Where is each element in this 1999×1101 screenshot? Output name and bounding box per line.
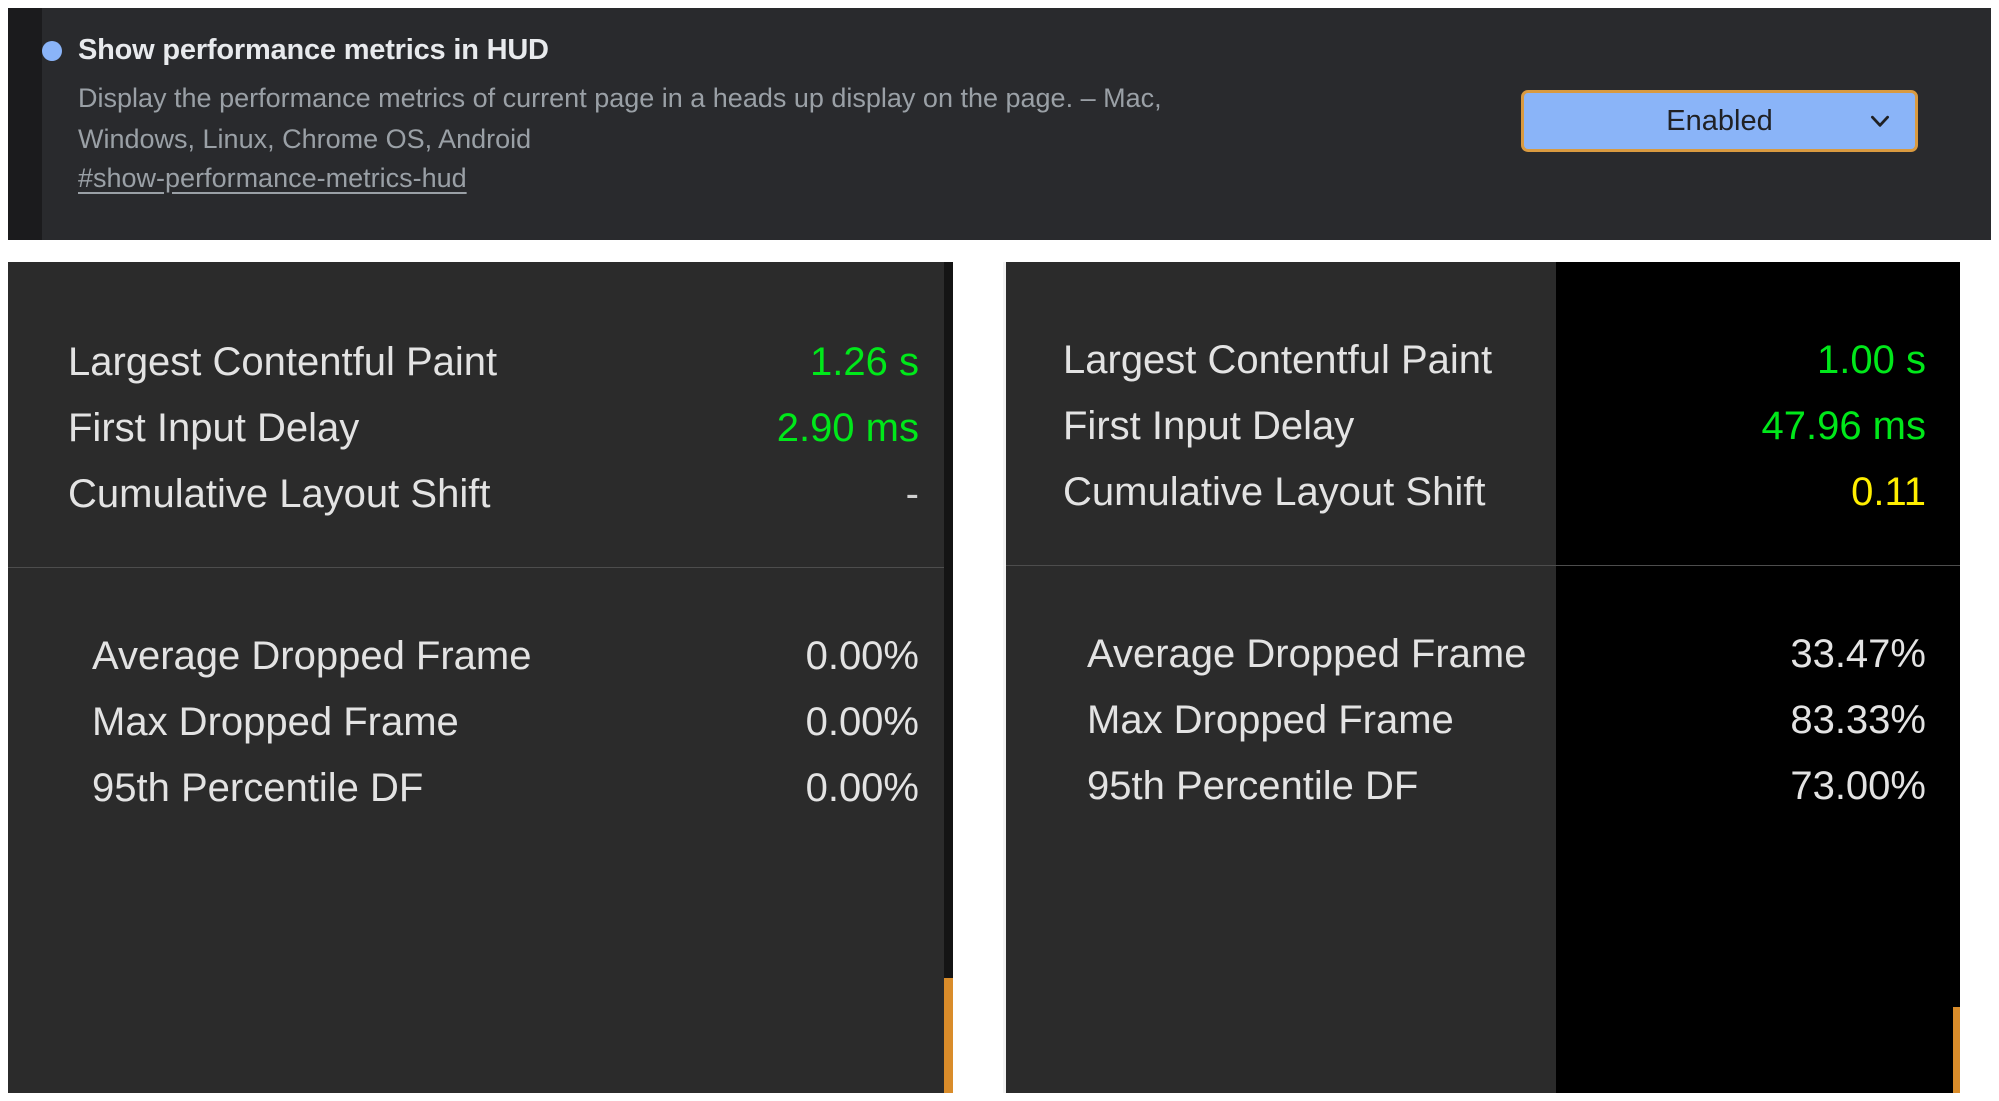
panel-left-edge	[1003, 262, 1006, 1093]
right-hud-panel: Largest Contentful Paint 1.00 s First In…	[1003, 262, 1960, 1093]
flag-description: Display the performance metrics of curre…	[78, 83, 1162, 154]
metric-value: -	[905, 472, 919, 516]
metric-value: 1.26 s	[810, 340, 919, 384]
table-row: Largest Contentful Paint 1.00 s	[1003, 332, 1960, 388]
table-row: Max Dropped Frame 0.00%	[8, 694, 953, 750]
metric-label: 95th Percentile DF	[1087, 764, 1419, 808]
left-hud-content: Largest Contentful Paint 1.26 s First In…	[8, 262, 953, 1093]
metric-label: Cumulative Layout Shift	[68, 472, 491, 516]
metric-label: Average Dropped Frame	[92, 634, 532, 678]
metric-value: 33.47%	[1790, 632, 1926, 676]
metric-label: Largest Contentful Paint	[68, 340, 498, 384]
metric-label: First Input Delay	[1063, 404, 1355, 448]
metric-label: First Input Delay	[68, 406, 360, 450]
left-hud-panel: Largest Contentful Paint 1.26 s First In…	[8, 262, 953, 1093]
flag-title-row: Show performance metrics in HUD	[42, 34, 549, 67]
metric-value: 47.96 ms	[1761, 404, 1926, 448]
table-row: 95th Percentile DF 73.00%	[1003, 758, 1960, 814]
section-divider	[1003, 565, 1960, 566]
metric-value: 0.00%	[805, 634, 919, 678]
metric-value: 0.00%	[805, 700, 919, 744]
metric-value: 83.33%	[1790, 698, 1926, 742]
metric-label: Max Dropped Frame	[92, 700, 459, 744]
metric-label: Average Dropped Frame	[1087, 632, 1527, 676]
flag-title: Show performance metrics in HUD	[78, 34, 549, 66]
flag-state-select[interactable]: Enabled	[1521, 90, 1918, 152]
table-row: Cumulative Layout Shift -	[8, 466, 953, 522]
flag-gutter	[8, 8, 42, 240]
flag-entry: Show performance metrics in HUD Display …	[8, 8, 1991, 240]
metric-label: Cumulative Layout Shift	[1063, 470, 1486, 514]
table-row: First Input Delay 47.96 ms	[1003, 398, 1960, 454]
chevron-down-icon	[1867, 108, 1893, 134]
table-row: Cumulative Layout Shift 0.11	[1003, 464, 1960, 520]
panel-edge-accent	[1953, 1007, 1960, 1093]
table-row: Average Dropped Frame 0.00%	[8, 628, 953, 684]
panel-edge-accent	[944, 978, 953, 1093]
section-divider	[8, 567, 953, 568]
flag-state-value: Enabled	[1666, 104, 1773, 137]
blue-dot-icon	[42, 40, 62, 61]
panel-edge-shadow	[944, 262, 953, 978]
right-hud-content: Largest Contentful Paint 1.00 s First In…	[1003, 262, 1960, 1093]
metric-value: 2.90 ms	[776, 406, 919, 450]
metric-value: 73.00%	[1790, 764, 1926, 808]
metric-value: 0.11	[1851, 470, 1926, 514]
flag-permalink[interactable]: #show-performance-metrics-hud	[78, 163, 467, 193]
table-row: Max Dropped Frame 83.33%	[1003, 692, 1960, 748]
panel-black-region	[1556, 262, 1960, 1093]
metric-label: Largest Contentful Paint	[1063, 338, 1493, 382]
metric-label: Max Dropped Frame	[1087, 698, 1454, 742]
metric-value: 0.00%	[805, 766, 919, 810]
metric-label: 95th Percentile DF	[92, 766, 424, 810]
table-row: First Input Delay 2.90 ms	[8, 400, 953, 456]
table-row: Largest Contentful Paint 1.26 s	[8, 334, 953, 390]
metric-value: 1.00 s	[1817, 338, 1926, 382]
table-row: 95th Percentile DF 0.00%	[8, 760, 953, 816]
table-row: Average Dropped Frame 33.47%	[1003, 626, 1960, 682]
